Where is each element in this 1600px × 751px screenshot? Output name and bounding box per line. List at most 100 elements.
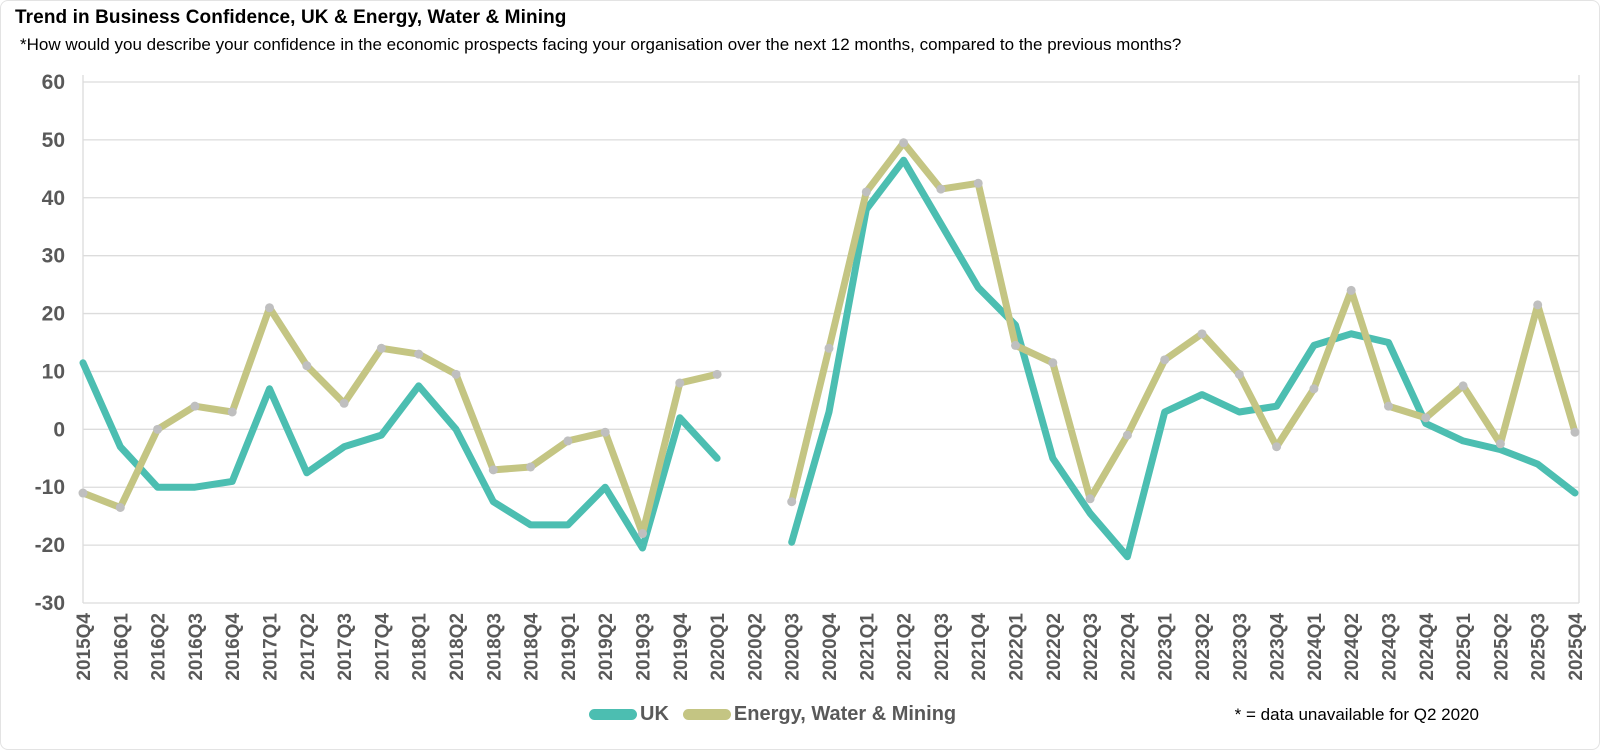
x-axis-tick-label: 2017Q3 (335, 613, 356, 681)
x-axis-tick-label: 2020Q2 (745, 613, 766, 681)
x-axis-tick-label: 2024Q4 (1417, 613, 1438, 681)
x-axis-tick-label: 2022Q3 (1081, 613, 1102, 681)
chart-title: Trend in Business Confidence, UK & Energ… (15, 7, 567, 28)
data-point-marker (1197, 329, 1207, 339)
y-axis-tick-label: 40 (42, 187, 65, 210)
data-point-marker (227, 407, 237, 417)
x-axis-tick-label: 2023Q3 (1230, 613, 1251, 681)
data-point-marker (302, 361, 312, 371)
x-axis-tick-label: 2023Q1 (1156, 613, 1177, 681)
y-axis-tick-label: 10 (42, 360, 65, 383)
x-axis-tick-label: 2025Q3 (1529, 613, 1550, 681)
legend-label-energy-water-mining: Energy, Water & Mining (733, 703, 957, 725)
data-point-marker (600, 427, 610, 437)
data-point-marker (1122, 430, 1132, 440)
x-axis-tick-label: 2022Q4 (1118, 613, 1139, 681)
x-axis-tick-label: 2021Q3 (932, 613, 953, 681)
data-point-marker (451, 369, 461, 379)
data-point-marker (1160, 355, 1170, 365)
data-point-marker (899, 138, 909, 148)
x-axis-tick-label: 2017Q2 (298, 613, 319, 681)
data-point-marker (638, 529, 647, 539)
data-point-marker (78, 488, 88, 498)
x-axis-tick-label: 2016Q1 (111, 613, 132, 681)
x-axis-tick-label: 2020Q1 (708, 613, 729, 681)
data-point-marker (1384, 401, 1393, 411)
x-axis-tick-label: 2020Q4 (820, 613, 841, 681)
x-axis-tick-label: 2021Q4 (969, 613, 990, 681)
data-point-marker (787, 497, 797, 507)
legend-label-uk: UK (640, 703, 669, 725)
data-point-marker (675, 378, 685, 388)
chart-legend: UK Energy, Water & Mining (589, 703, 956, 726)
data-point-marker (339, 398, 349, 408)
data-point-marker (1570, 427, 1580, 437)
x-axis-tick-label: 2016Q4 (223, 613, 244, 681)
data-point-marker (414, 349, 424, 359)
x-axis-tick-label: 2015Q4 (74, 613, 95, 681)
x-axis-tick-label: 2017Q1 (261, 613, 282, 681)
data-point-marker (1495, 439, 1505, 449)
data-point-marker (1085, 494, 1095, 504)
x-axis-tick-label: 2019Q3 (634, 613, 655, 681)
x-axis-tick-label: 2018Q4 (522, 613, 543, 681)
x-axis-tick-label: 2020Q3 (783, 613, 804, 681)
x-axis-tick-label: 2021Q1 (857, 613, 878, 681)
legend-item-energy-water-mining[interactable]: Energy, Water & Mining (682, 703, 957, 726)
data-point-marker (153, 424, 163, 434)
y-axis-tick-label: 60 (42, 71, 65, 94)
uk-series-line (79, 156, 1579, 561)
x-axis-tick-label: 2024Q1 (1305, 613, 1326, 681)
x-axis-tick-label: 2022Q1 (1007, 613, 1028, 681)
x-axis-tick-label: 2016Q3 (186, 613, 207, 681)
data-point-marker (1048, 358, 1058, 368)
chart-subtitle: *How would you describe your confidence … (20, 35, 1182, 54)
y-axis-tick-label: -30 (35, 592, 65, 615)
uk-line-swatch (589, 709, 637, 720)
data-point-marker (1421, 413, 1431, 423)
data-point-marker (376, 343, 386, 353)
x-axis-tick-label: 2025Q1 (1454, 613, 1475, 681)
x-axis-tick-label: 2024Q3 (1380, 613, 1401, 681)
data-point-marker (190, 401, 200, 411)
x-axis-tick-label: 2018Q3 (484, 613, 505, 681)
y-axis-tick-label: -20 (35, 534, 65, 557)
x-axis-tick-label: 2017Q4 (372, 613, 393, 681)
data-point-marker (1272, 442, 1282, 452)
data-point-marker (115, 502, 125, 512)
x-axis-tick-label: 2021Q2 (895, 613, 916, 681)
data-point-marker (526, 462, 536, 472)
data-point-marker (1346, 285, 1356, 295)
data-point-marker (1533, 300, 1543, 310)
data-point-marker (824, 343, 834, 353)
data-point-marker (973, 178, 983, 188)
data-point-marker (488, 465, 498, 475)
data-point-marker (1458, 381, 1468, 391)
data-point-marker (265, 303, 274, 313)
energy-water-mining-line-swatch (682, 709, 731, 720)
y-axis-tick-label: 30 (42, 245, 65, 268)
x-axis-tick-label: 2025Q2 (1491, 613, 1512, 681)
data-unavailable-footnote: * = data unavailable for Q2 2020 (1234, 705, 1479, 724)
x-axis-tick-label: 2018Q2 (447, 613, 468, 681)
data-point-marker (1234, 369, 1244, 379)
x-axis-tick-label: 2023Q4 (1268, 613, 1289, 681)
x-axis-tick-label: 2018Q1 (410, 613, 431, 681)
data-point-marker (563, 436, 573, 446)
legend-item-uk[interactable]: UK (589, 703, 669, 726)
data-point-marker (1309, 384, 1319, 394)
x-axis-tick-label: 2019Q1 (559, 613, 580, 681)
x-axis-tick-label: 2016Q2 (149, 613, 170, 681)
energy-water-mining-series-line (79, 139, 1579, 537)
data-point-marker (861, 187, 871, 197)
data-point-marker (936, 184, 946, 194)
chart-header: Trend in Business Confidence, UK & Energ… (15, 7, 1181, 55)
y-axis-tick-label: 0 (53, 418, 65, 441)
x-axis-tick-label: 2023Q2 (1193, 613, 1214, 681)
x-axis-tick-label: 2025Q4 (1566, 613, 1587, 681)
y-axis-tick-label: -10 (35, 476, 65, 499)
x-axis-tick-label: 2019Q2 (596, 613, 617, 681)
x-axis-tick-label: 2019Q4 (671, 613, 692, 681)
y-axis-tick-label: 50 (42, 129, 65, 152)
